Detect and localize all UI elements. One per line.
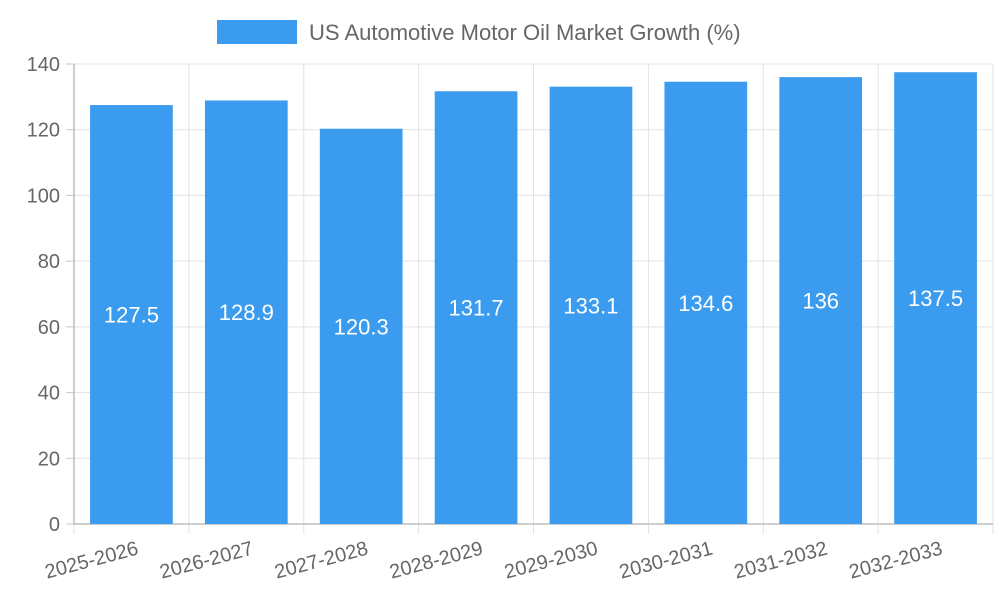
y-tick-label: 120 — [27, 120, 60, 142]
bar[interactable] — [319, 128, 403, 524]
x-tick-label: 2031-2032 — [732, 538, 830, 584]
bars — [90, 72, 977, 525]
x-axis-ticks: 2025-2026 2026-2027 2027-2028 2028-2029 2029… — [43, 538, 945, 584]
x-tick-label: 2030-2031 — [617, 538, 715, 584]
y-tick-label: 20 — [38, 448, 60, 470]
bar-value-label: 131.7 — [449, 296, 504, 321]
x-tick-label: 2027-2028 — [272, 538, 370, 584]
y-tick-label: 0 — [49, 514, 60, 536]
legend-swatch — [217, 20, 297, 44]
bar-value-label: 120.3 — [334, 314, 389, 339]
legend-label: US Automotive Motor Oil Market Growth (%… — [309, 20, 741, 45]
y-tick-label: 40 — [38, 383, 60, 405]
y-tick-label: 100 — [27, 185, 60, 207]
y-tick-label: 140 — [27, 54, 60, 76]
x-tick-label: 2032-2033 — [847, 538, 945, 584]
x-tick-label: 2029-2030 — [502, 538, 600, 584]
bar-value-label: 127.5 — [104, 303, 159, 328]
bar-value-label: 136 — [802, 289, 839, 314]
bar-value-label: 128.9 — [219, 300, 274, 325]
bar[interactable] — [204, 100, 288, 524]
bar[interactable] — [434, 91, 518, 525]
bar[interactable] — [664, 81, 748, 524]
y-tick-label: 60 — [38, 317, 60, 339]
bar-value-label: 137.5 — [908, 286, 963, 311]
bar-data-labels: 127.5 128.9 120.3 131.7 133.1 134.6 136 137.5 — [104, 286, 963, 339]
bar[interactable] — [90, 105, 173, 525]
y-tick-label: 80 — [38, 251, 60, 273]
bar-value-label: 134.6 — [678, 291, 733, 316]
x-tick-label: 2025-2026 — [43, 538, 141, 584]
x-tick-label: 2028-2029 — [387, 538, 485, 584]
bar[interactable] — [779, 77, 863, 525]
legend[interactable]: US Automotive Motor Oil Market Growth (%… — [217, 20, 741, 45]
bar[interactable] — [894, 72, 977, 524]
y-axis-ticks: 0 20 40 60 80 100 120 140 — [27, 54, 60, 536]
bar[interactable] — [549, 86, 633, 525]
bar-value-label: 133.1 — [563, 293, 618, 318]
x-tick-label: 2026-2027 — [158, 538, 256, 584]
